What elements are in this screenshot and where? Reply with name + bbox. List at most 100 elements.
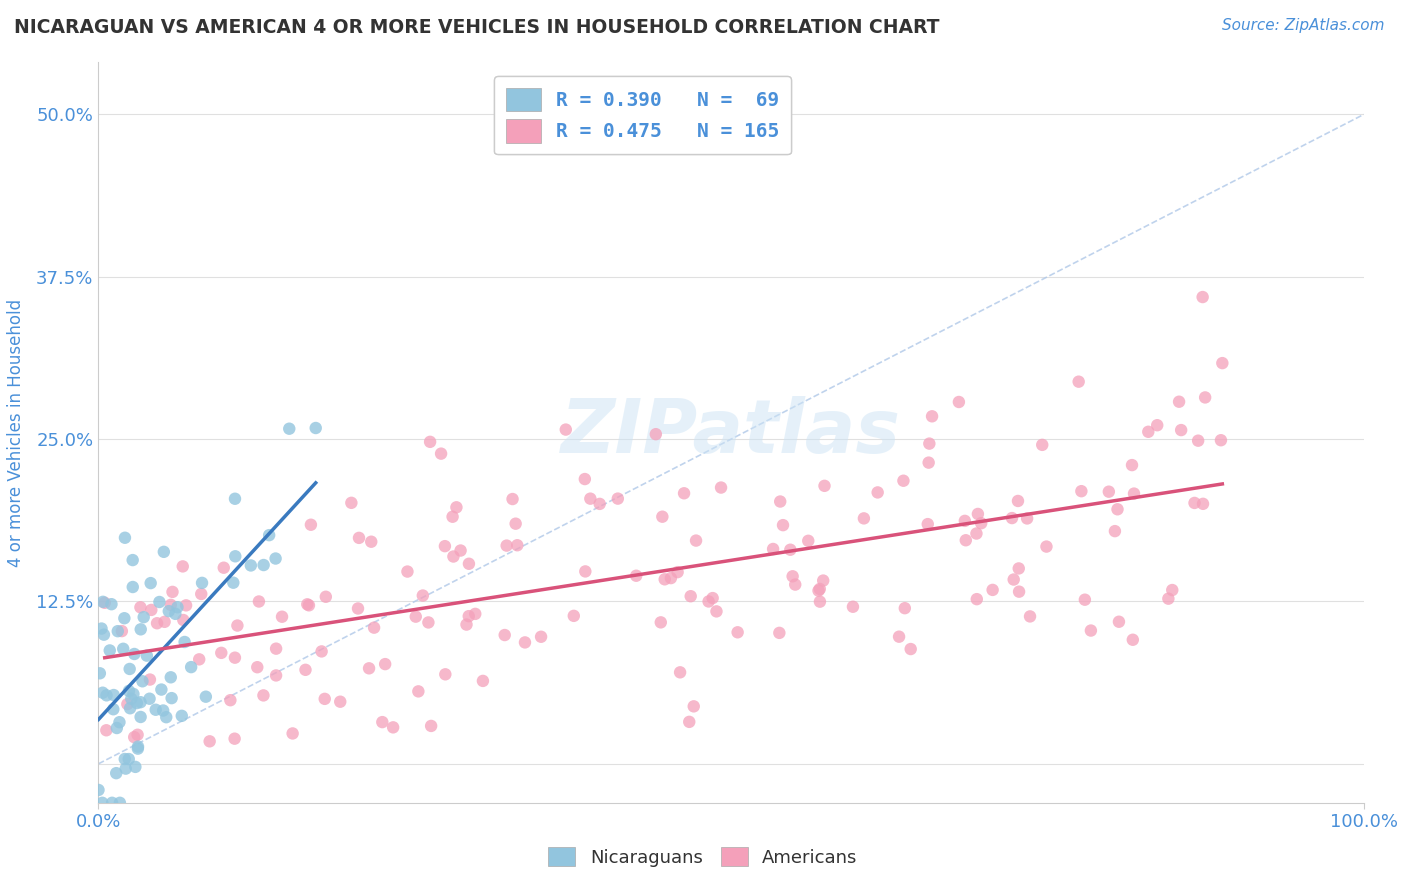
- Point: [1191, 290, 1213, 304]
- Point: [219, 693, 242, 707]
- Point: [1108, 615, 1130, 629]
- Point: [129, 600, 152, 615]
- Point: [105, 766, 128, 780]
- Point: [145, 703, 167, 717]
- Point: [152, 704, 174, 718]
- Point: [347, 601, 370, 615]
- Point: [127, 741, 149, 756]
- Point: [606, 491, 628, 506]
- Point: [710, 481, 733, 495]
- Point: [727, 625, 749, 640]
- Point: [554, 423, 576, 437]
- Point: [1192, 497, 1215, 511]
- Point: [1107, 502, 1129, 516]
- Point: [419, 434, 441, 449]
- Point: [1002, 573, 1025, 587]
- Point: [108, 715, 131, 730]
- Point: [1194, 391, 1216, 405]
- Point: [434, 667, 457, 681]
- Point: [1184, 496, 1206, 510]
- Point: [782, 569, 804, 583]
- Point: [194, 690, 217, 704]
- Point: [494, 628, 516, 642]
- Point: [298, 599, 321, 613]
- Point: [1170, 423, 1192, 437]
- Point: [405, 609, 427, 624]
- Point: [253, 558, 276, 572]
- Point: [153, 615, 176, 629]
- Point: [162, 585, 184, 599]
- Point: [1008, 584, 1031, 599]
- Point: [111, 624, 134, 639]
- Point: [114, 752, 136, 766]
- Point: [129, 710, 152, 724]
- Point: [329, 695, 352, 709]
- Text: ZIPatlas: ZIPatlas: [561, 396, 901, 469]
- Point: [224, 491, 246, 506]
- Point: [297, 597, 319, 611]
- Point: [315, 590, 337, 604]
- Point: [682, 699, 704, 714]
- Point: [101, 796, 124, 810]
- Point: [122, 687, 145, 701]
- Y-axis label: 4 or more Vehicles in Household: 4 or more Vehicles in Household: [7, 299, 25, 566]
- Point: [1137, 425, 1160, 439]
- Point: [347, 531, 370, 545]
- Point: [1080, 624, 1102, 638]
- Point: [91, 595, 114, 609]
- Point: [124, 647, 146, 661]
- Point: [96, 723, 118, 738]
- Point: [363, 621, 385, 635]
- Point: [165, 607, 187, 621]
- Point: [918, 436, 941, 450]
- Point: [299, 517, 322, 532]
- Point: [340, 496, 363, 510]
- Point: [471, 673, 494, 688]
- Point: [900, 642, 922, 657]
- Point: [118, 752, 141, 766]
- Point: [967, 507, 990, 521]
- Point: [226, 618, 249, 632]
- Point: [1017, 511, 1039, 525]
- Point: [866, 485, 889, 500]
- Point: [446, 500, 468, 515]
- Point: [371, 715, 394, 730]
- Point: [278, 422, 301, 436]
- Point: [574, 565, 596, 579]
- Point: [191, 575, 214, 590]
- Point: [112, 641, 135, 656]
- Point: [114, 531, 136, 545]
- Point: [198, 734, 221, 748]
- Point: [1104, 524, 1126, 538]
- Legend: R = 0.390   N =  69, R = 0.475   N = 165: R = 0.390 N = 69, R = 0.475 N = 165: [494, 76, 792, 154]
- Point: [108, 796, 131, 810]
- Point: [122, 730, 145, 744]
- Point: [1098, 484, 1121, 499]
- Point: [294, 663, 316, 677]
- Point: [166, 600, 188, 615]
- Point: [579, 491, 602, 506]
- Point: [530, 630, 553, 644]
- Point: [917, 517, 939, 532]
- Point: [93, 596, 115, 610]
- Point: [1187, 434, 1209, 448]
- Point: [842, 599, 865, 614]
- Point: [505, 516, 527, 531]
- Point: [129, 695, 152, 709]
- Point: [172, 613, 194, 627]
- Point: [374, 657, 396, 672]
- Point: [125, 696, 148, 710]
- Point: [1211, 356, 1233, 370]
- Point: [1157, 591, 1180, 606]
- Point: [91, 686, 114, 700]
- Point: [239, 558, 262, 573]
- Point: [1001, 511, 1024, 525]
- Point: [159, 670, 181, 684]
- Point: [418, 615, 440, 630]
- Point: [702, 591, 724, 605]
- Point: [1122, 632, 1144, 647]
- Point: [114, 762, 136, 776]
- Point: [1067, 375, 1090, 389]
- Point: [807, 583, 830, 598]
- Point: [188, 652, 211, 666]
